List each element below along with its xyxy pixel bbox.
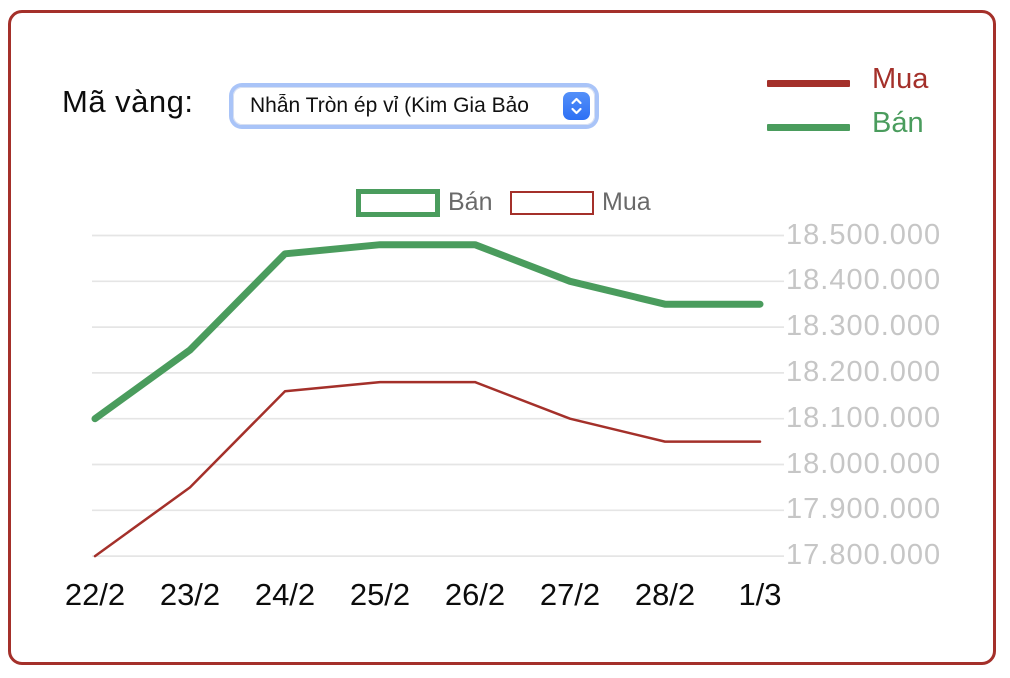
y-axis-tick-label: 17.900.000	[786, 493, 942, 526]
x-axis-tick-label: 22/2	[64, 577, 126, 612]
x-axis-tick-label: 25/2	[349, 577, 411, 612]
y-axis-tick-label: 18.500.000	[786, 218, 942, 251]
gold-code-label: Mã vàng:	[62, 84, 194, 119]
gold-code-select-value: Nhẫn Tròn ép vỉ (Kim Gia Bảo	[250, 94, 529, 117]
series-line-mua	[93, 380, 762, 558]
y-axis-tick-label: 18.200.000	[786, 355, 942, 388]
y-axis-tick-label: 18.000.000	[786, 447, 942, 480]
y-axis-tick-label: 17.800.000	[786, 539, 942, 572]
y-axis-tick-label: 18.100.000	[786, 401, 942, 434]
ban-line-swatch	[767, 124, 850, 131]
ban-legend-label: Bán	[872, 107, 924, 139]
y-axis-tick-label: 18.400.000	[786, 264, 942, 297]
x-axis-tick-label: 24/2	[254, 577, 316, 612]
x-axis-tick-label: 1/3	[738, 577, 782, 612]
x-axis-tick-label: 23/2	[159, 577, 221, 612]
chart-legend-ban-label[interactable]: Bán	[448, 188, 493, 216]
y-axis-tick-label: 18.300.000	[786, 310, 942, 343]
gold-code-select[interactable]: Nhẫn Tròn ép vỉ (Kim Gia Bảo	[233, 87, 595, 125]
select-stepper-icon[interactable]	[563, 92, 590, 120]
chart-legend-mua-swatch[interactable]	[510, 191, 594, 215]
chart-legend-ban-swatch[interactable]	[356, 189, 440, 217]
mua-line-swatch	[767, 80, 850, 87]
mua-legend-label: Mua	[872, 63, 929, 95]
x-axis-tick-label: 28/2	[634, 577, 696, 612]
chart-legend-mua-label[interactable]: Mua	[602, 188, 651, 216]
x-axis-tick-label: 26/2	[444, 577, 506, 612]
series-line-bán	[91, 241, 764, 423]
x-axis-tick-label: 27/2	[539, 577, 601, 612]
